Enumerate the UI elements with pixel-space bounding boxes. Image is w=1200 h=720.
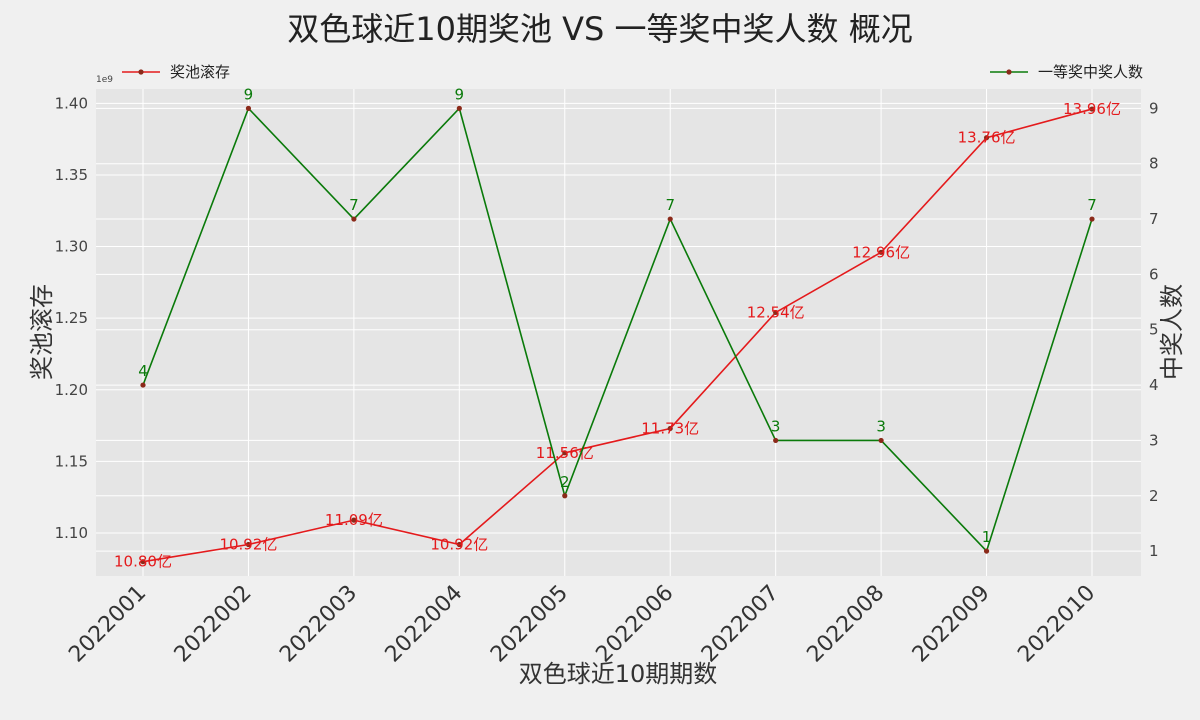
data-label-0: 13.76亿	[958, 129, 1016, 147]
data-point-1	[456, 105, 462, 111]
left-tick-label: 1.10	[55, 524, 88, 542]
x-tick-label: 2022003	[275, 581, 362, 668]
data-label-0: 10.92亿	[219, 535, 277, 553]
series-layer: 10.80亿 10.92亿 11.09亿 10.92亿 11.56亿 11.73亿 12.5…	[114, 85, 1121, 570]
series-line-0	[142, 108, 1093, 563]
data-point-0	[351, 517, 357, 523]
data-point-0	[140, 559, 146, 565]
data-point-1	[351, 216, 357, 222]
data-label-0: 10.92亿	[430, 535, 488, 553]
data-label-1: 3	[771, 417, 781, 435]
data-point-0	[562, 450, 568, 456]
data-label-1: 2	[560, 473, 570, 491]
x-tick-label: 2022004	[381, 581, 468, 668]
grid-lines	[96, 89, 1141, 576]
data-point-0	[245, 541, 252, 548]
data-point-0	[878, 249, 884, 255]
plot-area	[96, 89, 1141, 576]
x-tick-label: 2022006	[592, 581, 679, 668]
right-tick-label: 4	[1149, 376, 1159, 394]
data-point-1	[878, 437, 884, 444]
x-tick-label: 2022001	[64, 581, 151, 668]
data-label-1: 7	[665, 196, 675, 214]
left-tick-label: 1.25	[55, 309, 88, 327]
data-label-0: 11.56亿	[536, 444, 594, 462]
left-tick-label: 1.20	[55, 381, 88, 399]
data-label-0: 12.96亿	[852, 243, 910, 261]
x-tick-label: 2022008	[802, 581, 889, 668]
right-tick-label: 5	[1149, 321, 1159, 339]
right-tick-label: 9	[1149, 99, 1159, 117]
x-tick-label: 2022002	[170, 581, 257, 668]
x-tick-label: 2022010	[1013, 581, 1100, 668]
legend-label-0: 奖池滚存	[170, 63, 230, 81]
data-label-1: 7	[1087, 196, 1097, 214]
right-tick-label: 2	[1149, 487, 1159, 505]
data-point-1	[562, 493, 568, 499]
data-label-0: 11.09亿	[325, 511, 383, 529]
left-axis-ticks: 1.10 1.15 1.20 1.25 1.30 1.35 1.40	[55, 94, 88, 542]
x-tick-label: 2022007	[697, 581, 784, 668]
data-label-1: 1	[982, 528, 992, 546]
right-tick-label: 1	[1149, 542, 1159, 560]
right-tick-label: 7	[1149, 210, 1159, 228]
data-point-1	[773, 437, 779, 444]
data-point-1	[140, 382, 146, 388]
legend-label-1: 一等奖中奖人数	[1038, 63, 1143, 81]
data-point-1	[983, 548, 990, 554]
left-tick-label: 1.15	[55, 452, 88, 470]
left-tick-label: 1.35	[55, 166, 88, 184]
data-point-0	[983, 135, 990, 141]
data-label-1: 3	[876, 417, 886, 435]
right-tick-label: 3	[1149, 431, 1159, 449]
data-label-1: 4	[138, 362, 148, 380]
right-tick-label: 8	[1149, 155, 1159, 173]
data-label-0: 13.96亿	[1063, 100, 1121, 118]
legend-marker-0	[138, 69, 144, 75]
data-label-0: 11.73亿	[641, 419, 699, 437]
legend-marker-1	[1006, 69, 1012, 75]
data-point-0	[667, 425, 673, 432]
x-axis-ticks: 2022001 2022002 2022003 2022004 2022005 20220…	[64, 581, 1100, 668]
data-point-0	[1089, 106, 1095, 112]
data-label-1: 7	[349, 196, 359, 214]
data-point-1	[245, 105, 252, 111]
y-axis-left-label: 奖池滚存	[28, 284, 56, 380]
y-axis-right-label: 中奖人数	[1158, 284, 1186, 380]
series-line-1	[142, 106, 1093, 553]
left-tick-label: 1.30	[55, 238, 88, 256]
right-axis-ticks: 1 2 3 4 5 6 7 8 9	[1149, 99, 1159, 560]
legend-layer: 奖池滚存 一等奖中奖人数	[122, 63, 1143, 81]
data-label-0: 10.80亿	[114, 553, 172, 571]
data-point-0	[773, 309, 779, 316]
left-tick-label: 1.40	[55, 94, 88, 112]
x-axis-label: 双色球近10期期数	[519, 660, 718, 688]
data-point-0	[456, 541, 462, 548]
chart-title: 双色球近10期奖池 VS 一等奖中奖人数 概况	[287, 10, 912, 48]
data-label-1: 9	[455, 85, 465, 103]
data-point-1	[667, 216, 673, 222]
left-axis-exponent: 1e9	[96, 75, 113, 85]
right-tick-label: 6	[1149, 265, 1159, 283]
data-label-0: 12.54亿	[747, 303, 805, 321]
data-label-1: 9	[244, 85, 254, 103]
x-tick-label: 2022009	[908, 581, 995, 668]
data-point-1	[1089, 216, 1095, 222]
x-tick-label: 2022005	[486, 581, 573, 668]
